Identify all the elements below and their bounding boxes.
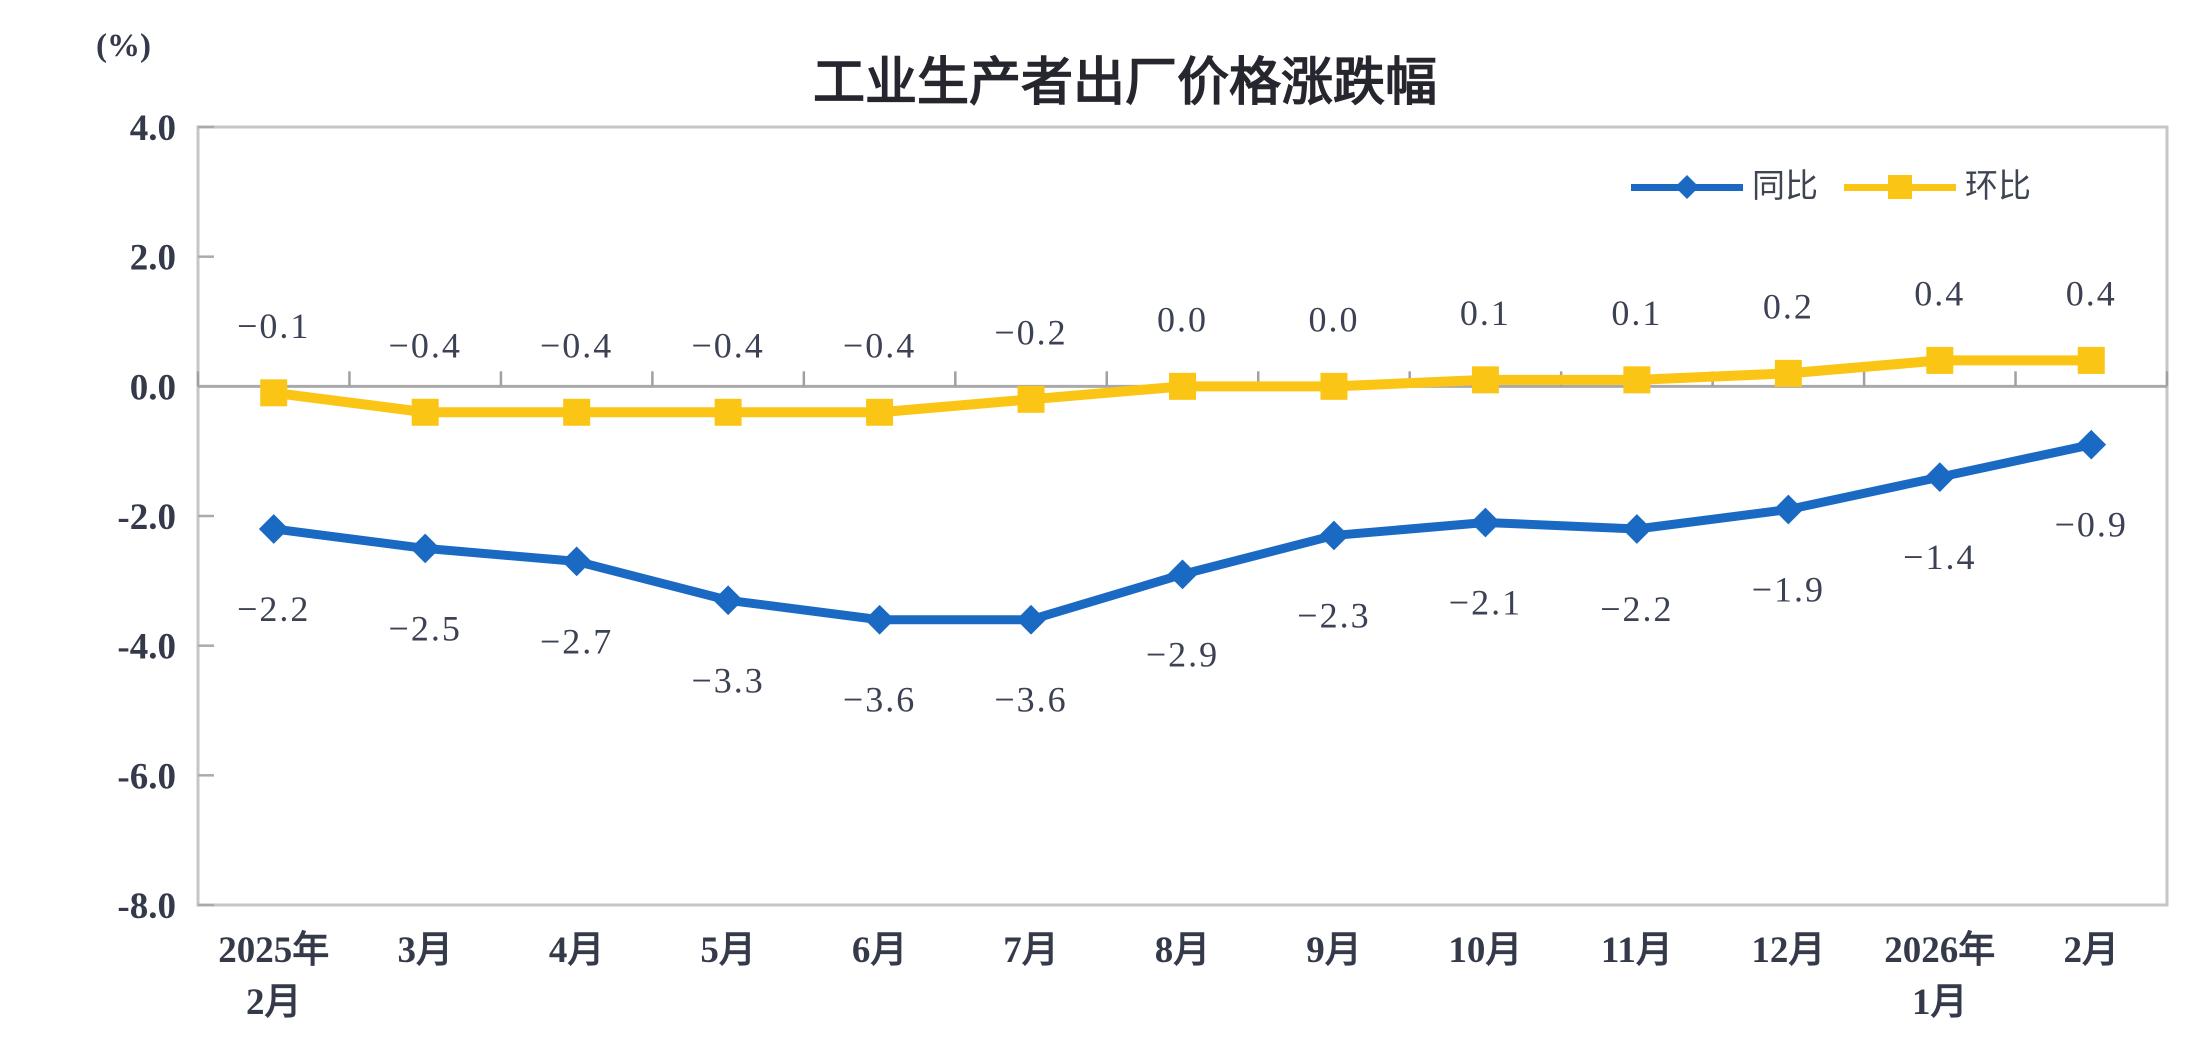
data-point-marker	[1623, 366, 1651, 394]
x-tick-label: 2月	[246, 982, 302, 1023]
data-label: −0.2	[994, 312, 1067, 352]
data-label: −0.4	[691, 325, 764, 365]
legend-item-mom: 环比	[1844, 169, 2031, 205]
data-label: −2.5	[389, 608, 462, 648]
data-point-marker	[866, 398, 894, 426]
x-tick-label: 6月	[852, 930, 908, 971]
data-point-marker	[2077, 346, 2105, 374]
data-label: 0.0	[1308, 299, 1359, 339]
x-tick-label: 2026年	[1884, 929, 1995, 971]
y-tick-label: -6.0	[117, 756, 176, 797]
data-label: −2.2	[237, 589, 310, 629]
x-tick-label: 3月	[397, 930, 453, 971]
data-point-marker	[411, 398, 439, 426]
data-label: −3.3	[691, 660, 764, 700]
data-label: −1.9	[1752, 570, 1825, 610]
x-tick-label: 1月	[1912, 982, 1968, 1023]
data-point-marker	[1926, 346, 1954, 374]
data-point-marker	[1471, 366, 1499, 394]
data-label: −2.9	[1146, 634, 1219, 674]
y-tick-label: 0.0	[130, 367, 176, 408]
data-point-marker	[258, 514, 289, 544]
data-point-marker	[1319, 520, 1349, 551]
data-point-marker	[1470, 507, 1501, 538]
x-tick-label: 8月	[1155, 930, 1211, 971]
chart-title: 工业生产者出厂价格涨跌幅	[812, 54, 1438, 112]
data-label: 0.4	[2066, 273, 2117, 313]
x-tick-label: 11月	[1601, 930, 1673, 971]
data-label: −2.3	[1297, 595, 1370, 635]
data-label: 0.4	[1914, 273, 1965, 313]
y-axis-unit-label: (%)	[96, 28, 151, 64]
x-tick-label: 5月	[700, 930, 756, 971]
x-tick-label: 4月	[549, 930, 605, 971]
data-label: −3.6	[994, 680, 1067, 720]
data-label: −0.4	[389, 325, 462, 365]
data-label: −0.4	[843, 325, 916, 365]
data-label: −0.4	[540, 325, 613, 365]
y-tick-label: -8.0	[117, 886, 176, 927]
y-tick-label: -2.0	[117, 497, 176, 538]
data-label: −2.1	[1449, 582, 1522, 622]
mom-line-square-swatch-icon	[1844, 172, 1956, 202]
legend-label-mom: 环比	[1965, 169, 2031, 205]
data-point-marker	[864, 604, 895, 635]
plot-border	[196, 125, 2169, 907]
x-tick-label: 9月	[1306, 930, 1362, 971]
x-tick-label: 2月	[2064, 930, 2120, 971]
data-point-marker	[1017, 385, 1045, 413]
data-point-marker	[1016, 604, 1046, 635]
x-tick-label: 2025年	[218, 929, 329, 971]
x-tick-label: 7月	[1003, 930, 1059, 971]
data-label: −1.4	[1903, 537, 1976, 577]
y-tick-label: 4.0	[130, 108, 176, 149]
data-point-marker	[1167, 559, 1198, 590]
data-point-marker	[713, 585, 743, 616]
data-point-marker	[714, 398, 742, 426]
data-label: −2.2	[1600, 589, 1673, 629]
chart-legend: 同比 环比	[1631, 169, 2031, 205]
data-point-marker	[1169, 372, 1196, 400]
data-point-marker	[561, 546, 592, 577]
legend-item-yoy: 同比	[1631, 169, 1818, 205]
x-tick-label: 12月	[1751, 930, 1825, 971]
y-tick-label: -4.0	[117, 627, 176, 668]
yoy-line-diamond-swatch-icon	[1631, 172, 1743, 202]
data-point-marker	[1774, 359, 1802, 387]
data-point-marker	[2076, 429, 2107, 460]
data-label: 0.0	[1157, 299, 1208, 339]
data-label: −0.1	[237, 306, 310, 346]
y-tick-label: 2.0	[130, 238, 176, 279]
data-label: 0.1	[1611, 293, 1662, 333]
data-point-marker	[1320, 372, 1348, 400]
data-point-marker	[563, 398, 591, 426]
legend-label-yoy: 同比	[1752, 169, 1818, 205]
data-point-marker	[1622, 514, 1652, 544]
data-label: −0.9	[2055, 505, 2128, 545]
data-label: −3.6	[843, 680, 916, 720]
data-label: −2.7	[540, 621, 613, 661]
data-point-marker	[410, 533, 441, 564]
data-point-marker	[260, 379, 288, 407]
data-point-marker	[1924, 462, 1955, 492]
data-point-marker	[1773, 494, 1804, 525]
data-label: 0.2	[1763, 286, 1814, 326]
x-tick-label: 10月	[1448, 930, 1522, 971]
data-label: 0.1	[1460, 293, 1511, 333]
